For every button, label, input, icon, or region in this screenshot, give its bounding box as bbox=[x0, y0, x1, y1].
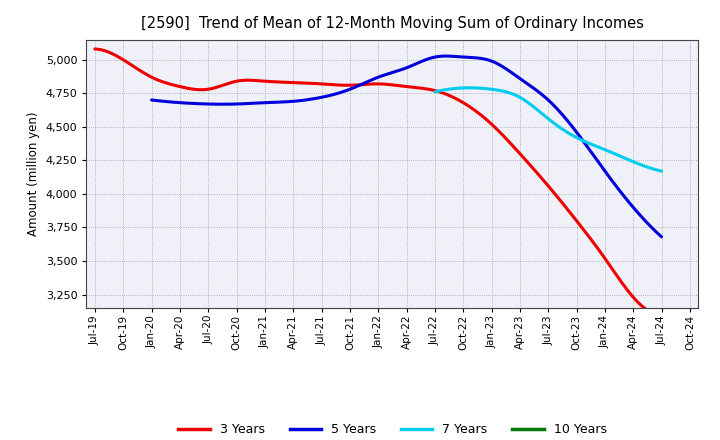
Y-axis label: Amount (million yen): Amount (million yen) bbox=[27, 112, 40, 236]
7 Years bbox=[636, 162, 645, 168]
7 Years bbox=[565, 131, 574, 136]
Line: 3 Years: 3 Years bbox=[95, 49, 662, 314]
5 Years bbox=[451, 54, 459, 59]
Title: [2590]  Trend of Mean of 12-Month Moving Sum of Ordinary Incomes: [2590] Trend of Mean of 12-Month Moving … bbox=[141, 16, 644, 32]
5 Years bbox=[579, 138, 588, 143]
5 Years bbox=[149, 98, 158, 103]
3 Years bbox=[92, 47, 101, 52]
Line: 5 Years: 5 Years bbox=[152, 56, 662, 237]
3 Years bbox=[654, 311, 662, 316]
Line: 7 Years: 7 Years bbox=[435, 88, 662, 171]
5 Years bbox=[611, 183, 620, 188]
3 Years bbox=[438, 90, 446, 95]
5 Years bbox=[453, 54, 462, 59]
7 Years bbox=[570, 134, 579, 139]
3 Years bbox=[428, 87, 436, 92]
7 Years bbox=[566, 132, 575, 137]
7 Years bbox=[622, 156, 631, 161]
3 Years bbox=[91, 46, 99, 51]
5 Years bbox=[461, 55, 469, 60]
7 Years bbox=[431, 89, 440, 95]
7 Years bbox=[431, 89, 439, 95]
5 Years bbox=[442, 53, 451, 59]
3 Years bbox=[568, 213, 577, 218]
Legend: 3 Years, 5 Years, 7 Years, 10 Years: 3 Years, 5 Years, 7 Years, 10 Years bbox=[174, 418, 611, 440]
3 Years bbox=[604, 261, 613, 266]
3 Years bbox=[426, 87, 435, 92]
5 Years bbox=[657, 234, 666, 239]
7 Years bbox=[464, 85, 473, 91]
7 Years bbox=[657, 169, 666, 174]
3 Years bbox=[657, 311, 666, 316]
5 Years bbox=[148, 97, 156, 103]
